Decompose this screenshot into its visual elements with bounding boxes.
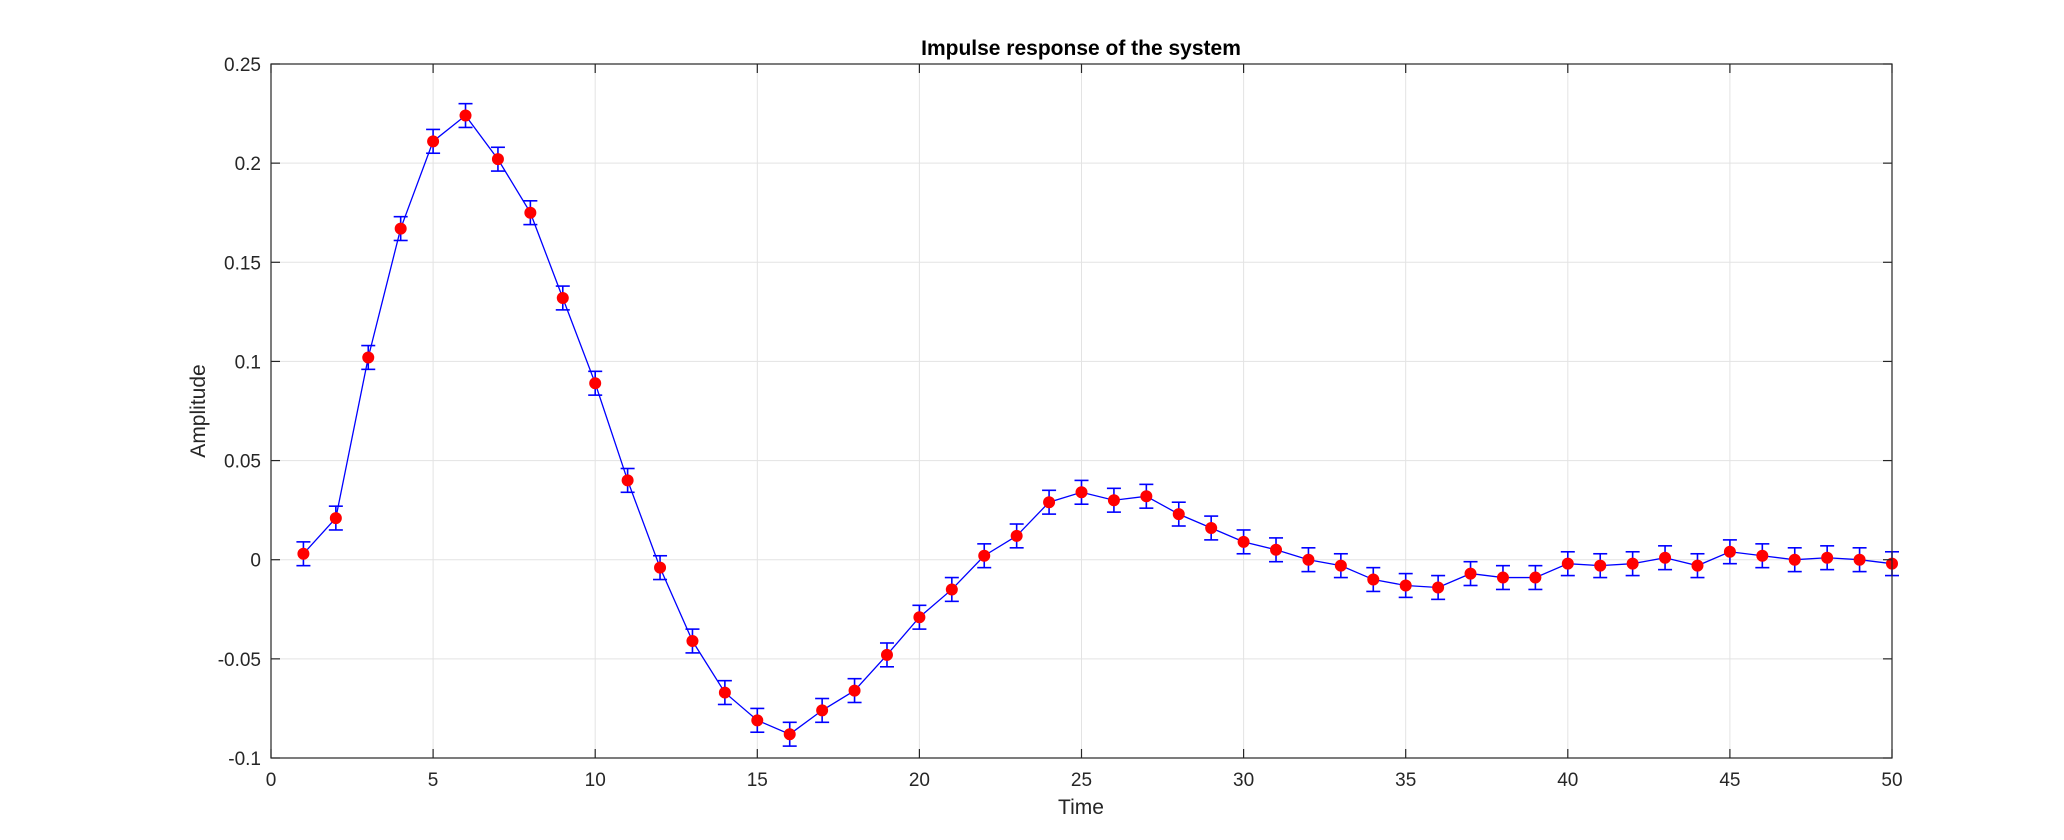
data-point: [1237, 535, 1250, 548]
data-point: [1821, 551, 1834, 564]
y-tick-label: -0.1: [228, 749, 261, 770]
x-tick-label: 5: [428, 770, 439, 791]
data-point: [491, 153, 504, 166]
x-tick-label: 15: [747, 770, 768, 791]
data-point: [718, 686, 731, 699]
x-tick-label: 20: [909, 770, 930, 791]
data-point: [1367, 573, 1380, 586]
data-point: [621, 474, 634, 487]
data-point: [329, 512, 342, 525]
axes-frame: [270, 63, 1893, 759]
data-point: [783, 728, 796, 741]
data-point: [1691, 559, 1704, 572]
y-axis-label: Amplitude: [187, 364, 210, 457]
x-tick-label: 30: [1233, 770, 1254, 791]
x-tick-label: 0: [266, 770, 277, 791]
y-tick-label: 0.05: [224, 452, 261, 473]
data-point: [978, 549, 991, 562]
data-point: [1010, 529, 1023, 542]
y-tick-label: -0.05: [218, 650, 261, 671]
y-tick-label: 0.1: [235, 352, 261, 373]
data-point: [1399, 579, 1412, 592]
data-point: [1432, 581, 1445, 594]
data-point: [459, 109, 472, 122]
x-tick-label: 10: [585, 770, 606, 791]
data-point: [1756, 549, 1769, 562]
data-point: [1302, 553, 1315, 566]
data-point: [945, 583, 958, 596]
data-point: [751, 714, 764, 727]
tick-labels: 0 5 10 15 20 25 30 35 40 45 50 -0.1 -0.05 0 0.05 0.1 0.1…: [218, 55, 1903, 791]
data-point: [880, 648, 893, 661]
x-tick-label: 40: [1557, 770, 1578, 791]
y-tick-label: 0: [250, 551, 261, 572]
data-point: [427, 135, 440, 148]
data-point: [1788, 553, 1801, 566]
grid-lines: [271, 64, 1892, 758]
data-point: [1496, 571, 1509, 584]
data-point: [1107, 494, 1120, 507]
data-point: [1172, 508, 1185, 521]
x-tick-label: 50: [1881, 770, 1902, 791]
data-point: [913, 611, 926, 624]
x-tick-label: 35: [1395, 770, 1416, 791]
data-point: [1659, 551, 1672, 564]
data-point: [1853, 553, 1866, 566]
data-point: [686, 635, 699, 648]
data-point: [362, 351, 375, 364]
data-point: [524, 206, 537, 219]
data-point: [1626, 557, 1639, 570]
data-point: [1140, 490, 1153, 503]
data-point: [1043, 496, 1056, 509]
data-point: [816, 704, 829, 717]
x-tick-label: 45: [1719, 770, 1740, 791]
data-point: [1723, 545, 1736, 558]
x-tick-label: 25: [1071, 770, 1092, 791]
x-axis-label: Time: [1058, 796, 1104, 819]
data-point: [589, 377, 602, 390]
y-tick-label: 0.15: [224, 253, 261, 274]
data-point: [848, 684, 861, 697]
data-point: [1594, 559, 1607, 572]
data-point: [654, 561, 667, 574]
data-point: [1529, 571, 1542, 584]
chart-title: Impulse response of the system: [921, 37, 1241, 60]
data-point: [1205, 521, 1218, 534]
data-point: [1075, 486, 1088, 499]
y-tick-label: 0.25: [224, 55, 261, 76]
data-point: [1561, 557, 1574, 570]
data-point: [556, 291, 569, 304]
data-point: [1334, 559, 1347, 572]
y-tick-label: 0.2: [235, 154, 261, 175]
data-point: [297, 547, 310, 560]
series-layer: [296, 102, 1899, 747]
data-point: [1270, 543, 1283, 556]
data-point: [394, 222, 407, 235]
data-point: [1464, 567, 1477, 580]
